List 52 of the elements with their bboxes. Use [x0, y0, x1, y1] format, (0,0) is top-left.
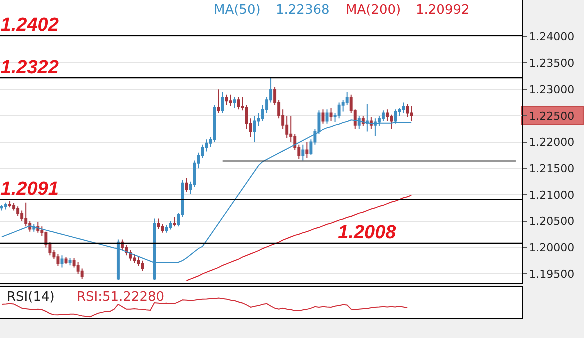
text: MA(200) — [346, 3, 402, 18]
candlestick — [302, 144, 305, 162]
candlestick — [173, 216, 176, 228]
candlestick — [64, 256, 68, 266]
candlestick — [141, 260, 144, 272]
candlestick — [133, 254, 136, 264]
candlestick — [306, 142, 309, 159]
annotation: 1.22368 — [276, 3, 330, 18]
y-tick-label: 1.23500 — [529, 57, 575, 70]
candlestick — [253, 115, 256, 143]
series-label: RSI:51.22280 — [77, 290, 165, 305]
candlestick — [233, 97, 236, 109]
candlestick — [68, 258, 72, 266]
y-tick-label: 1.19500 — [529, 268, 575, 281]
ref-line-label: 1.2402 — [0, 15, 60, 36]
line-series — [186, 195, 412, 282]
candlestick — [165, 225, 168, 234]
ref-line-label: 1.2008 — [338, 222, 397, 244]
y-tick-label: 1.20000 — [529, 242, 575, 255]
candlestick — [217, 89, 220, 114]
candlestick — [402, 102, 406, 114]
candlestick — [410, 106, 414, 122]
y-tick-label: 1.22000 — [529, 136, 575, 150]
candlestick — [60, 255, 64, 268]
candlestick — [4, 202, 8, 210]
candlestick — [326, 109, 329, 124]
candlestick — [32, 223, 36, 232]
chart-title: RSI(14) — [7, 290, 55, 305]
candlestick — [169, 220, 172, 230]
candlestick — [338, 102, 341, 120]
candlestick — [56, 254, 60, 267]
annotation: 1.20992 — [416, 3, 470, 18]
text: MA(50) — [214, 3, 261, 18]
y-tick-label: 1.20500 — [529, 215, 575, 228]
ref-line-label: 1.2322 — [0, 57, 60, 78]
y-tick-label: 1.23000 — [529, 83, 575, 96]
candlestick — [406, 104, 410, 118]
y-tick-label: 1.21500 — [529, 162, 575, 176]
candlestick — [221, 92, 224, 114]
y-tick-label: 1.22500 — [529, 110, 575, 123]
candlestick — [322, 109, 325, 124]
candlestick — [157, 218, 160, 230]
candlestick — [229, 94, 232, 107]
candlestick — [330, 108, 333, 122]
candlestick — [225, 94, 228, 106]
candlestick — [237, 97, 240, 110]
candlestick — [185, 178, 188, 193]
candlestick — [0, 205, 4, 212]
candlestick — [8, 200, 12, 208]
y-tick-label: 1.21000 — [529, 188, 575, 202]
y-tick-label: 1.24000 — [529, 30, 575, 44]
ref-line-label: 1.2091 — [0, 178, 59, 200]
